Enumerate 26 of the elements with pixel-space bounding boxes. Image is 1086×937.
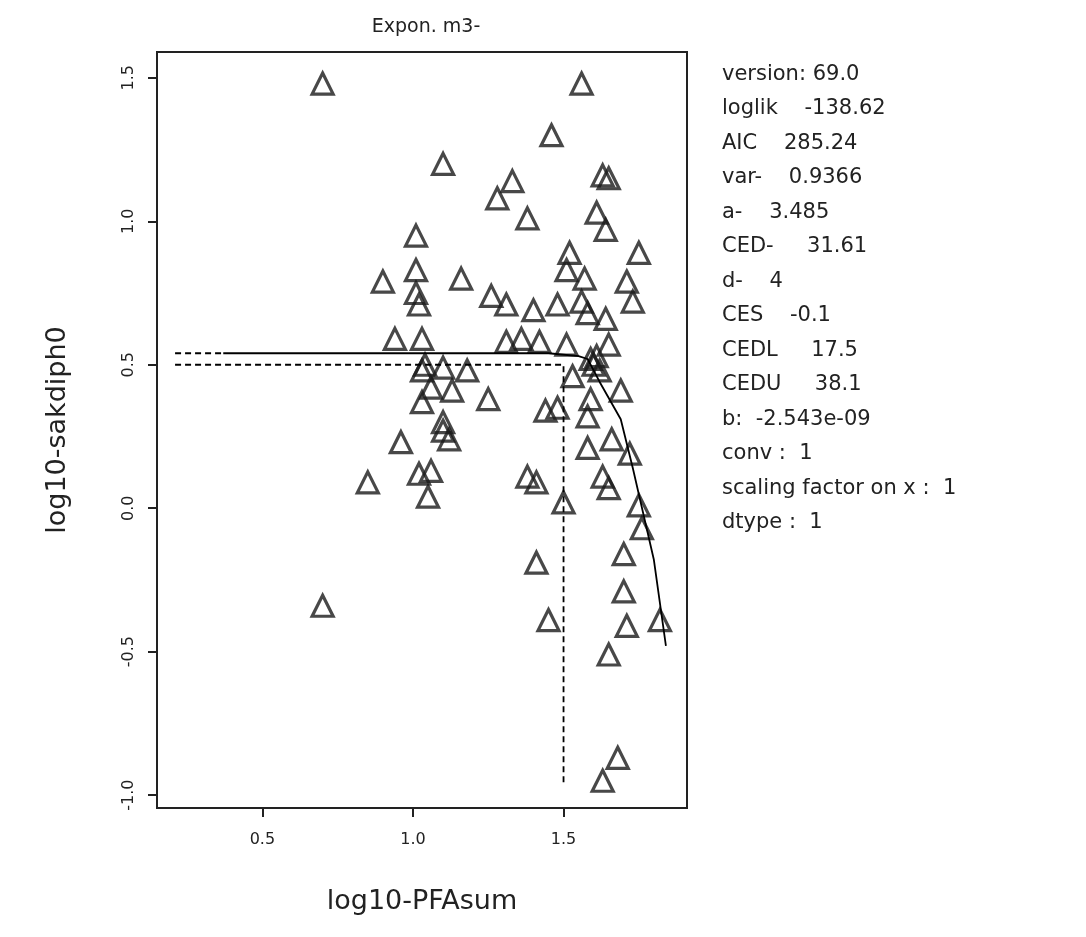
text: CES -0.1 — [722, 302, 831, 326]
text: CEDU 38.1 — [722, 371, 862, 395]
y-tick-label: 0.0 — [117, 495, 137, 521]
y-tick-label: 0.5 — [117, 352, 137, 378]
text: version: 69.0 — [722, 60, 860, 85]
text: AIC 285.24 — [722, 129, 858, 154]
x-axis-title: log10-PFAsum — [326, 884, 518, 915]
chart-title: Expon. m3- — [371, 13, 481, 36]
text: CED- 31.61 — [722, 233, 868, 257]
text: CEDL 17.5 — [722, 336, 858, 361]
text: loglik -138.62 — [722, 95, 886, 119]
y-axis-title: log10-sakdiph0 — [40, 326, 71, 534]
text: var- 0.9366 — [722, 164, 863, 188]
text: d- 4 — [722, 267, 783, 292]
x-tick-label: 1.0 — [400, 828, 426, 848]
y-tick-label: -0.5 — [117, 636, 137, 668]
x-tick-label: 0.5 — [249, 828, 276, 848]
y-tick-label: 1.5 — [117, 65, 137, 91]
x-tick-label: 1.5 — [550, 828, 577, 848]
text: scaling factor on x : 1 — [722, 474, 957, 499]
y-tick-label: -1.0 — [117, 779, 137, 811]
text: dtype : 1 — [722, 509, 823, 533]
text: conv : 1 — [722, 440, 813, 464]
y-tick-label: 1.0 — [117, 208, 137, 234]
text: b: -2.543e-09 — [722, 405, 871, 430]
text: a- 3.485 — [722, 198, 830, 223]
